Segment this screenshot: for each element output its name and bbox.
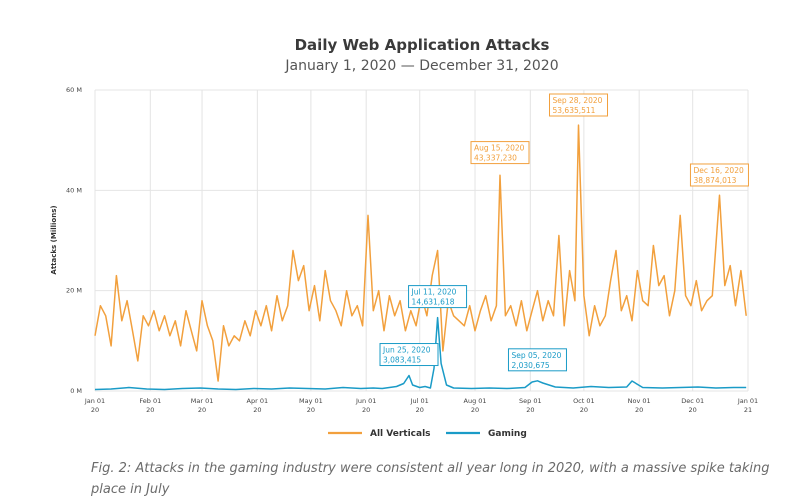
x-tick-label: Jun 01	[355, 397, 377, 405]
annotation-box	[549, 93, 609, 117]
y-tick-label: 20 M	[66, 287, 82, 295]
x-tick-label: Oct 01	[573, 397, 595, 405]
x-tick-year: 20	[689, 406, 697, 414]
x-tick-label: May 01	[299, 397, 323, 405]
annotation-value: 3,083,415	[383, 356, 421, 365]
x-tick-label: Aug 01	[464, 397, 487, 405]
annotation-box	[379, 343, 439, 367]
x-tick-year: 20	[416, 406, 424, 414]
annotation-date: Jun 25, 2020	[382, 346, 431, 355]
annotation-value: 38,874,013	[693, 176, 736, 185]
attacks-line-chart: Daily Web Application Attacks January 1,…	[50, 36, 758, 439]
x-tick-year: 20	[580, 406, 588, 414]
annotation-date: Sep 05, 2020	[511, 351, 561, 360]
series-line-all-verticals	[94, 124, 747, 382]
x-tick-year: 20	[471, 406, 479, 414]
y-axis-label: Attacks (Millions)	[50, 205, 58, 274]
x-tick-label: Mar 01	[191, 397, 214, 405]
x-tick-label: Apr 01	[247, 397, 269, 405]
x-tick-year: 20	[198, 406, 206, 414]
annotation-box	[470, 141, 530, 165]
legend-label: All Verticals	[370, 429, 431, 439]
x-tick-label: Jan 01	[737, 397, 758, 405]
x-tick-label: Dec 01	[681, 397, 704, 405]
legend-label: Gaming	[488, 429, 527, 439]
x-tick-label: Jan 01	[84, 397, 105, 405]
annotation-box	[507, 348, 567, 372]
annotation-value: 14,631,618	[412, 298, 455, 307]
x-tick-year: 20	[91, 406, 99, 414]
x-tick-label: Nov 01	[628, 397, 651, 405]
x-tick-year: 20	[307, 406, 315, 414]
x-tick-year: 20	[146, 406, 154, 414]
annotation-value: 2,030,675	[511, 361, 549, 370]
x-tick-label: Feb 01	[139, 397, 161, 405]
x-tick-year: 20	[635, 406, 643, 414]
y-tick-label: 40 M	[66, 186, 82, 194]
y-tick-label: 60 M	[66, 86, 82, 94]
x-tick-year: 20	[526, 406, 534, 414]
x-tick-label: Sep 01	[519, 397, 542, 405]
annotation-value: 53,635,511	[553, 106, 596, 115]
annotation-date: Sep 28, 2020	[553, 96, 603, 105]
x-tick-year: 20	[362, 406, 370, 414]
legend: All Verticals Gaming	[328, 429, 527, 439]
annotation-box	[689, 163, 749, 187]
chart-subtitle: January 1, 2020 — December 31, 2020	[284, 58, 558, 74]
x-tick-year: 21	[744, 406, 752, 414]
x-tick-year: 20	[253, 406, 261, 414]
x-tick-label: Jul 01	[410, 397, 429, 405]
chart-title: Daily Web Application Attacks	[295, 36, 550, 54]
annotation-date: Aug 15, 2020	[474, 144, 525, 153]
figure-caption: Fig. 2: Attacks in the gaming industry w…	[91, 461, 770, 497]
y-tick-label: 0 M	[70, 387, 82, 395]
annotation-box	[408, 285, 468, 309]
annotation-date: Dec 16, 2020	[693, 166, 744, 175]
annotation-date: Jul 11, 2020	[411, 288, 457, 297]
annotation-value: 43,337,230	[474, 154, 517, 163]
series-line-gaming	[94, 316, 747, 391]
